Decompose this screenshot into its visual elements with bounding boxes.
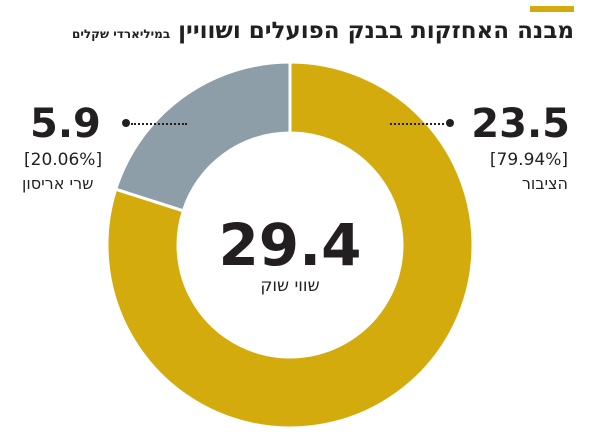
chart-title: מבנה האחזקות בבנק הפועלים ושוויין [178,18,574,44]
slice-percent-arison: [20.06%] [24,150,103,170]
title-accent-bar [530,6,574,12]
chart-subtitle: במיליארדי שקלים [72,27,171,41]
leader-dot-public [446,119,454,127]
leader-line-public [390,123,444,125]
leader-line-arison [131,123,187,125]
slice-percent-public: [79.94%] [489,150,568,170]
leader-dot-arison [122,119,130,127]
slice-value-arison: 5.9 [30,101,101,147]
total-market-value-label: שווי שוק [260,276,320,296]
slice-label-arison: שרי אריסון [22,174,94,193]
slice-public [105,60,475,430]
slice-arison [113,60,292,213]
slice-value-public: 23.5 [471,101,570,147]
slice-label-public: הציבור [521,174,568,193]
title-row: מבנה האחזקות בבנק הפועלים ושוויין במיליא… [72,18,574,44]
total-market-value: 29.4 [218,211,362,279]
